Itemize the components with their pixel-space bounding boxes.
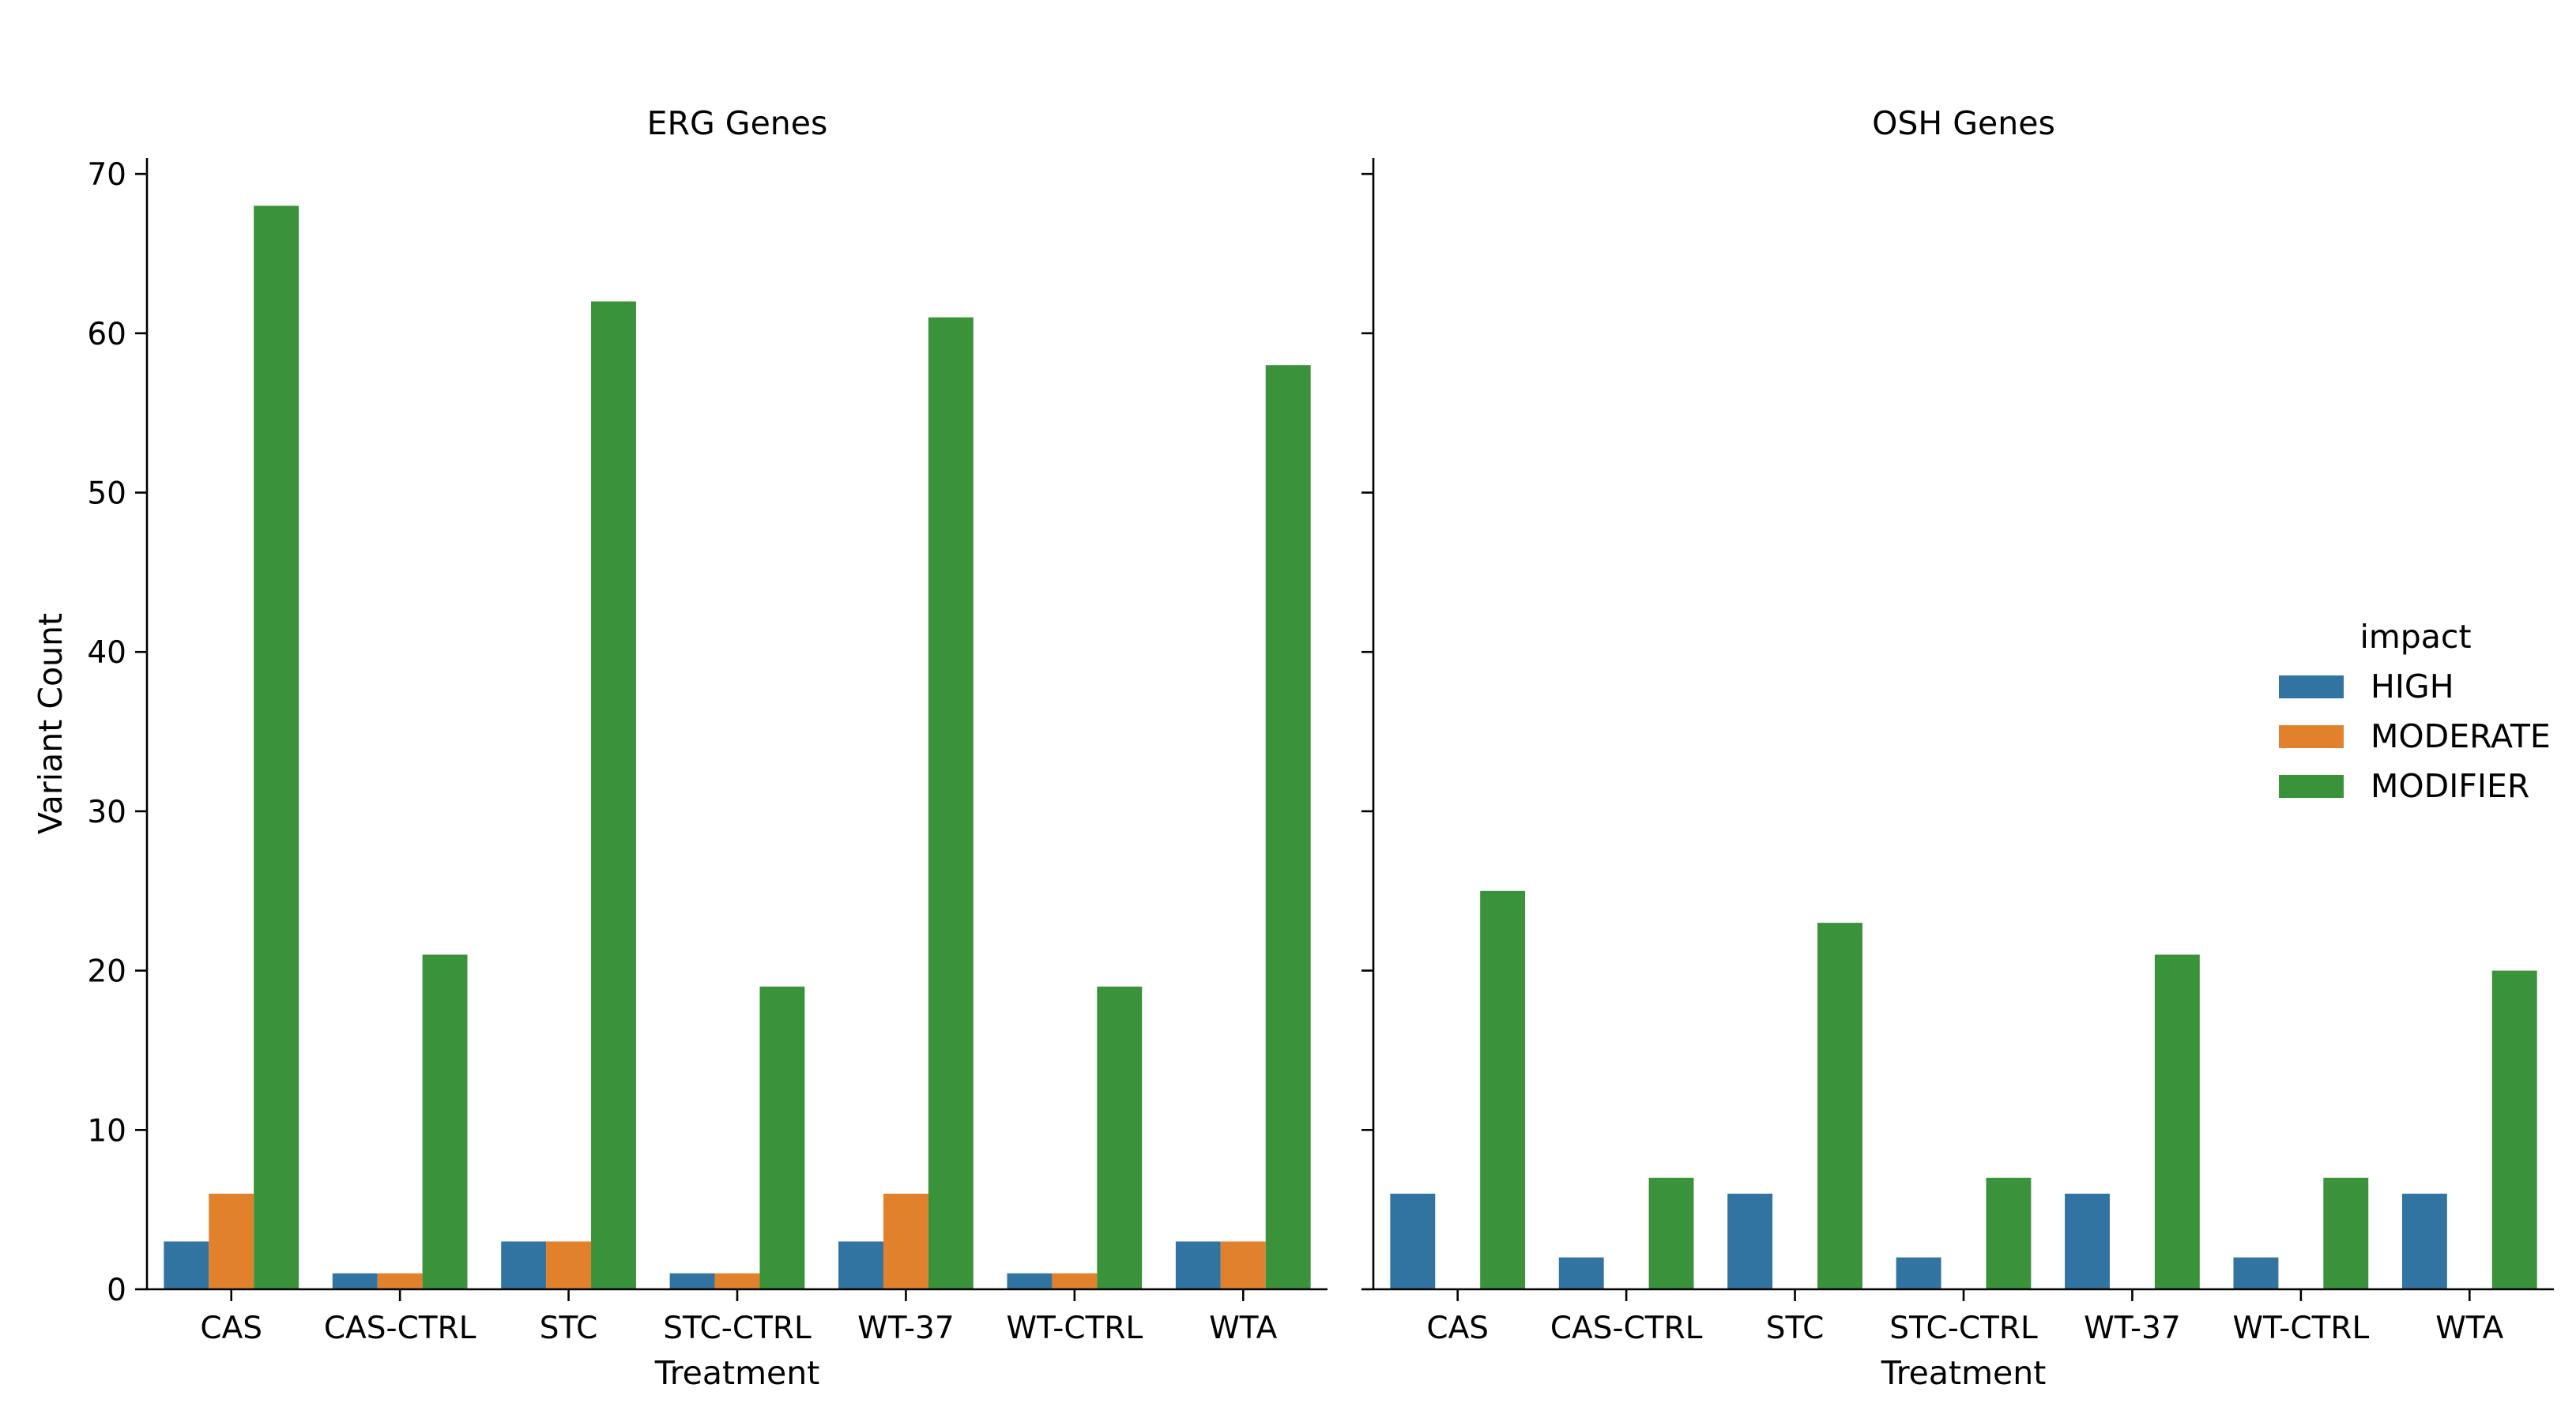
bar-osh-genes-cas-modifier [1480,890,1526,1289]
bar-erg-genes-wt-ctrl-moderate [1052,1273,1098,1289]
panel-title: OSH Genes [1872,104,2055,142]
bar-osh-genes-stc-modifier [1817,923,1862,1289]
x-tick-label-wta: WTA [1209,1311,1277,1346]
bar-osh-genes-wt-ctrl-modifier [2323,1177,2369,1289]
bar-erg-genes-wt-37-high [838,1241,883,1289]
x-axis-label: Treatment [654,1354,820,1392]
bar-erg-genes-wta-modifier [1265,365,1311,1290]
bar-erg-genes-cas-moderate [209,1193,254,1289]
bar-erg-genes-wta-high [1175,1241,1221,1289]
bar-osh-genes-cas-ctrl-modifier [1648,1177,1694,1289]
bar-erg-genes-stc-moderate [546,1241,592,1289]
bar-osh-genes-wt-ctrl-high [2233,1257,2279,1289]
bar-osh-genes-cas-high [1390,1193,1436,1289]
x-tick-label-cas: CAS [1426,1311,1489,1346]
bars [164,205,1311,1290]
panel-title: ERG Genes [647,104,828,142]
y-tick-label: 10 [87,1113,126,1149]
x-tick-label-cas-ctrl: CAS-CTRL [1550,1311,1703,1346]
y-tick-label: 0 [107,1273,126,1308]
x-tick-label-cas-ctrl: CAS-CTRL [324,1311,476,1346]
legend-label-modifier: MODIFIER [2371,767,2529,805]
bar-erg-genes-wt-ctrl-modifier [1097,986,1143,1289]
y-tick-label: 30 [87,795,126,830]
bar-erg-genes-cas-modifier [254,205,299,1289]
bar-erg-genes-stc-ctrl-modifier [759,986,805,1289]
bar-erg-genes-wt-ctrl-high [1007,1273,1053,1289]
y-tick-label: 40 [87,635,126,671]
bar-erg-genes-stc-high [501,1241,547,1289]
panel-osh-genes: CAS CAS-CTRL STC STC-CTRL WT-37 WT-CTRL WTA OSH… [1361,104,2554,1392]
y-tick-label: 70 [87,157,126,193]
x-tick-label-stc-ctrl: STC-CTRL [663,1311,812,1346]
legend: impact HIGH MODERATE MODIFIER [2279,618,2551,805]
bar-erg-genes-stc-ctrl-moderate [714,1273,760,1289]
legend-swatch-moderate [2279,725,2344,748]
legend-swatch-high [2279,675,2344,698]
legend-swatch-modifier [2279,775,2344,798]
legend-label-high: HIGH [2371,668,2454,705]
bar-erg-genes-stc-ctrl-high [669,1273,715,1289]
x-axis-label: Treatment [1881,1354,2047,1392]
bar-erg-genes-cas-ctrl-modifier [422,954,468,1289]
bar-erg-genes-wt-37-moderate [883,1193,928,1289]
bar-osh-genes-stc-ctrl-high [1896,1257,1941,1289]
x-tick-label-cas: CAS [200,1311,262,1346]
y-tick-label: 60 [87,317,126,352]
bar-erg-genes-cas-ctrl-high [332,1273,378,1289]
bar-osh-genes-wta-modifier [2491,970,2537,1289]
bar-osh-genes-wt-37-high [2065,1193,2110,1289]
legend-label-moderate: MODERATE [2371,717,2551,755]
x-tick-label-stc: STC [1766,1311,1825,1346]
bar-erg-genes-cas-high [164,1241,209,1289]
bars [1390,890,2537,1289]
panel-erg-genes: 0 10 20 30 40 50 60 70 CAS CAS-CTRL STC STC-CTRL WT-… [87,104,1328,1392]
x-tick-label-wt-37: WT-37 [857,1311,955,1346]
bar-osh-genes-stc-ctrl-modifier [1986,1177,2032,1289]
bar-erg-genes-wta-moderate [1220,1241,1266,1289]
x-tick-label-stc: STC [540,1311,598,1346]
x-tick-label-wt-ctrl: WT-CTRL [1006,1311,1143,1346]
bar-erg-genes-cas-ctrl-moderate [377,1273,423,1289]
x-tick-label-stc-ctrl: STC-CTRL [1889,1311,2038,1346]
y-tick-label: 50 [87,476,126,512]
y-axis-label: Variant Count [32,613,70,834]
bar-osh-genes-wta-high [2401,1193,2447,1289]
x-tick-label-wt-37: WT-37 [2084,1311,2181,1346]
bar-erg-genes-stc-modifier [591,301,636,1289]
x-tick-label-wt-ctrl: WT-CTRL [2232,1311,2369,1346]
bar-osh-genes-cas-ctrl-high [1558,1257,1604,1289]
y-tick-label: 20 [87,954,126,990]
bar-osh-genes-wt-37-modifier [2154,954,2200,1289]
x-tick-label-wta: WTA [2435,1311,2503,1346]
bar-erg-genes-wt-37-modifier [928,317,974,1289]
legend-title: impact [2359,618,2471,656]
bar-osh-genes-stc-high [1727,1193,1773,1289]
